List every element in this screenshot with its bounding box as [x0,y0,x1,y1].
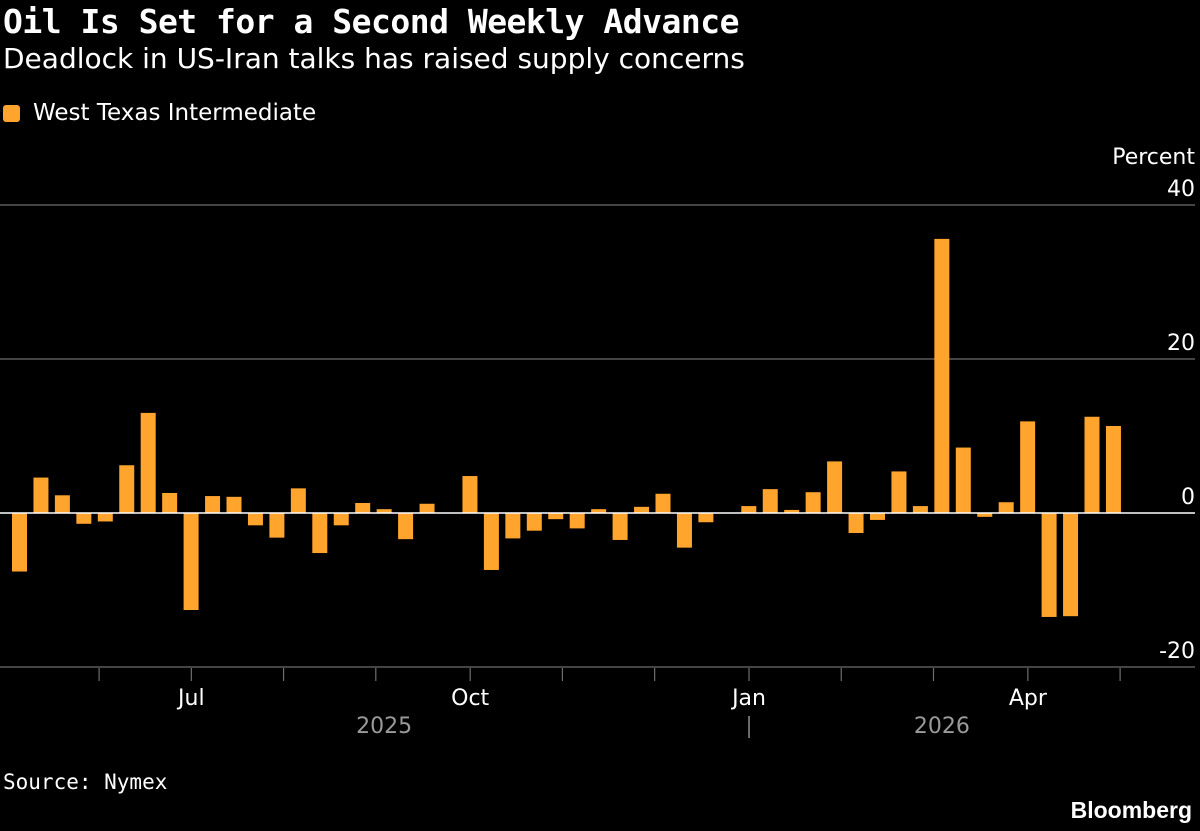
legend: West Texas Intermediate [3,100,316,126]
bar [333,513,349,526]
bar [912,506,928,513]
bar [54,495,70,513]
bar [226,496,242,513]
bar [119,465,135,513]
bar [762,489,778,513]
bar [183,513,199,611]
bar [634,506,650,513]
bar [462,476,478,513]
bar [398,513,414,540]
x-tick-label: Oct [451,686,489,711]
x-tick-label: Jan [730,686,766,711]
bar [955,447,971,513]
bar [891,471,907,513]
bar [698,513,714,523]
y-tick-label: 40 [1167,177,1195,202]
bar [1084,416,1100,513]
bar [934,238,950,513]
bar [655,493,671,513]
y-tick-label: 20 [1167,331,1195,356]
bar [526,513,542,531]
year-label: 2026 [914,714,970,739]
bar [998,502,1014,513]
bar [76,513,92,524]
bar [805,492,821,513]
chart-title: Oil Is Set for a Second Weekly Advance [3,2,739,41]
bar [612,513,628,540]
x-tick-label: Apr [1009,686,1048,711]
bar [676,513,692,548]
y-axis-title: Percent [1112,145,1195,170]
chart-subtitle: Deadlock in US-Iran talks has raised sup… [3,42,745,75]
bar [870,513,885,520]
bar [784,509,800,513]
bar [1041,513,1057,617]
bar [591,509,607,513]
y-tick-label: 0 [1181,485,1195,510]
bar [140,412,156,513]
bar [312,513,328,554]
bar [205,496,221,513]
bar [355,502,371,513]
bar [848,513,864,534]
bar [12,513,27,572]
bar [741,506,757,513]
bar [548,513,564,520]
bar [269,513,285,538]
year-label: 2025 [356,714,412,739]
bar [1020,421,1036,513]
legend-label-wti: West Texas Intermediate [33,100,317,126]
x-tick-label: Jul [176,686,205,711]
bar [247,513,263,526]
bar [483,513,499,570]
bar [505,513,521,539]
bar [290,488,306,513]
bar [977,513,993,517]
bloomberg-logo: Bloomberg [1070,797,1192,823]
bar [419,503,435,513]
bar [33,477,49,513]
source-note: Source: Nymex [3,770,168,794]
bar [569,513,585,529]
bar [162,492,178,513]
bar [97,513,113,522]
bar [1105,425,1121,513]
y-tick-label: -20 [1159,639,1195,664]
bar [1063,513,1079,617]
bar [827,461,843,513]
legend-swatch-wti [3,104,20,122]
bar [376,509,392,513]
